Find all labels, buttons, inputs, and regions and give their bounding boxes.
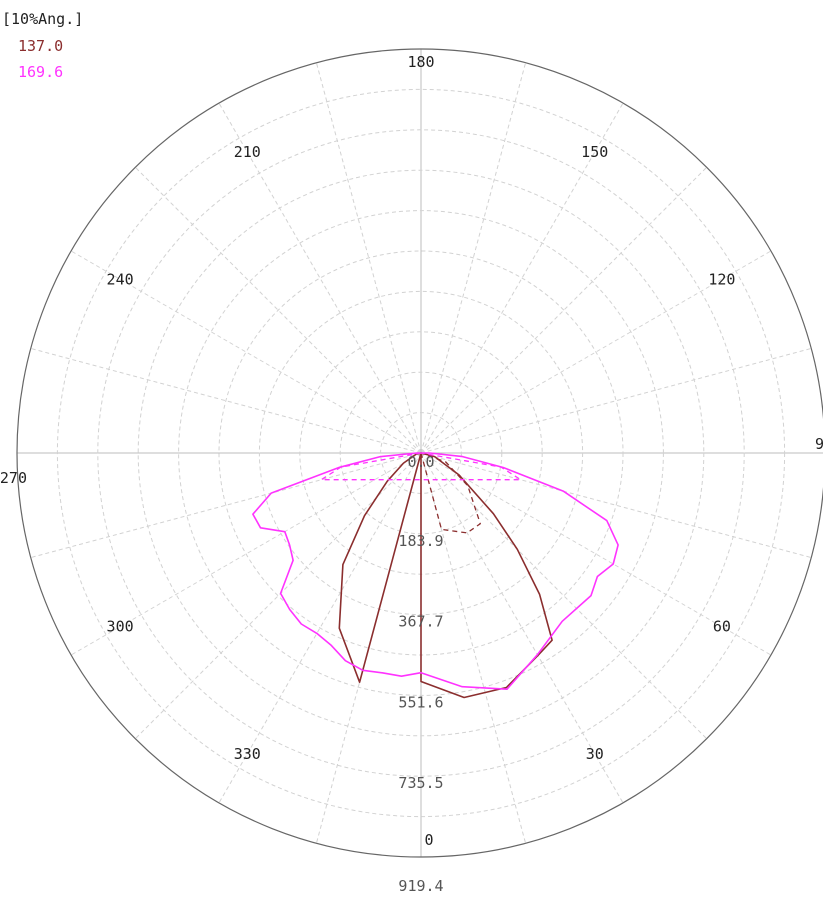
grid-ring-6 [178,210,664,696]
angle-label-60: 60 [713,618,731,636]
outer-ring [16,48,823,858]
grid-spoke-60 [420,452,772,656]
angle-label-210: 210 [234,143,261,161]
grid-spoke-345 [315,452,422,844]
grid-spoke-225 [134,166,422,454]
series-line-2 [252,452,619,690]
grid-spoke-75 [420,452,812,559]
series-line-3 [320,452,522,481]
series-line-0 [338,452,553,699]
angle-label-90: 90 [815,435,823,453]
grid-spoke-120 [420,250,772,454]
grid-spoke-105 [420,347,812,454]
radial-tick-label: 0.0 [407,453,434,471]
angle-label-270: 270 [0,469,27,487]
grid-spoke-165 [420,62,527,454]
legend-entry-169: 169.6 [18,63,63,81]
radial-tick-label: 183.9 [398,532,443,550]
angle-label-120: 120 [708,270,735,288]
radial-tick-label: 919.4 [398,877,443,895]
grid-spoke-330 [218,452,422,804]
grid-spoke-315 [134,452,422,740]
angle-label-180: 180 [407,53,434,71]
grid-spoke-15 [420,452,527,844]
grid-spoke-195 [315,62,422,454]
angle-label-240: 240 [107,270,134,288]
legend: [10%Ang.] 137.0 169.6 [2,10,83,81]
radial-tick-label: 367.7 [398,613,443,631]
grid-spoke-135 [420,166,708,454]
grid-ring-8 [97,129,745,777]
grid-spoke-45 [420,452,708,740]
radial-tick-label: 551.6 [398,693,443,711]
angle-label-30: 30 [586,745,604,763]
grid-ring-7 [137,169,705,737]
grid-spoke-150 [420,102,624,454]
grid-spoke-30 [420,452,624,804]
grid-spoke-240 [70,250,422,454]
series-line-1 [420,452,481,534]
legend-entry-137: 137.0 [18,37,63,55]
series-layer [252,452,619,699]
grid-spoke-255 [30,347,422,454]
angle-label-330: 330 [234,745,261,763]
grid-spoke-300 [70,452,422,656]
grid-spoke-285 [30,452,422,559]
label-layer: 0.0 183.9 367.7 551.6 735.5 919.4 180 150 210 120… [0,53,823,895]
radial-tick-label: 735.5 [398,774,443,792]
grid-spoke-210 [218,102,422,454]
grid-ring-9 [56,88,786,818]
legend-title: [10%Ang.] [2,10,83,28]
angle-label-150: 150 [581,143,608,161]
angle-label-0: 0 [424,831,433,849]
angle-label-300: 300 [107,618,134,636]
